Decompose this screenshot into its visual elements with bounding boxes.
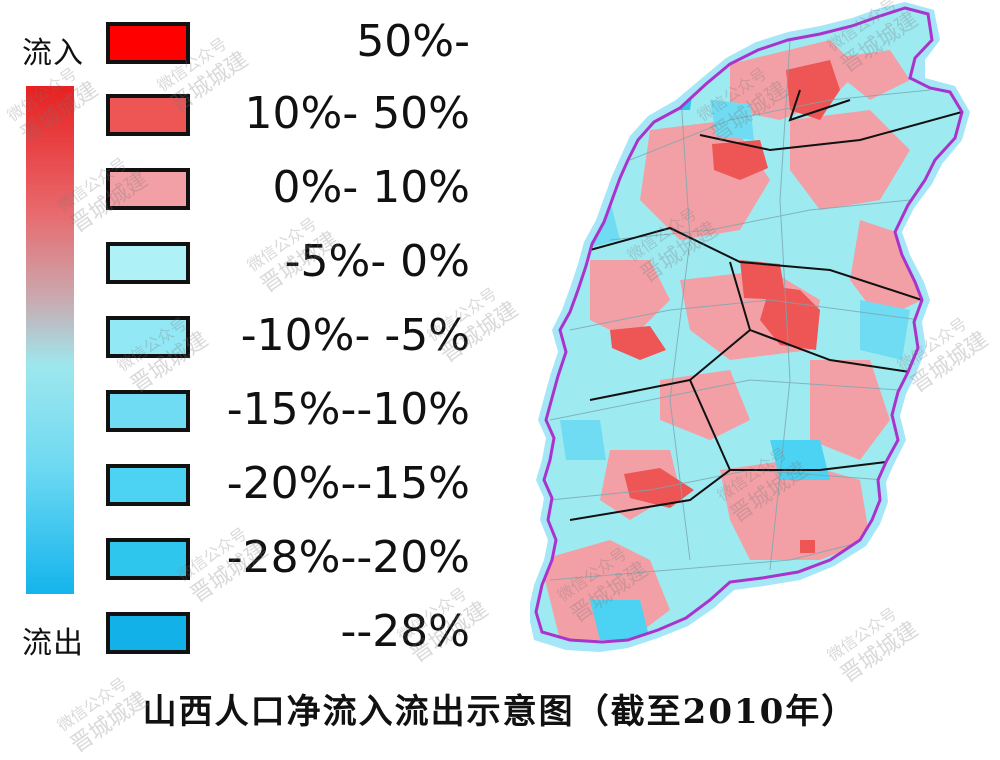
legend-outflow-label: 流出 [22, 626, 84, 661]
legend-swatch [106, 168, 190, 210]
legend-swatch [106, 22, 190, 64]
legend-inflow-label: 流入 [22, 36, 84, 71]
map-title: 山西人口净流入流出示意图（截至2010年） [142, 692, 858, 732]
legend-swatch [106, 390, 190, 432]
legend-range-label: --28% [340, 606, 470, 657]
legend-gradient-bar [26, 86, 74, 594]
legend-swatch [106, 538, 190, 580]
legend-range-label: 10%- 50% [244, 88, 470, 139]
legend-range-label: 50%- [356, 16, 470, 67]
map-svg [528, 2, 970, 652]
legend-swatch [106, 242, 190, 284]
legend-range-label: 0%- 10% [272, 162, 470, 213]
legend-swatch [106, 316, 190, 358]
legend-swatch [106, 612, 190, 654]
legend-range-label: -10%- -5% [240, 310, 470, 361]
legend-range-label: -5%- 0% [284, 236, 470, 287]
legend-swatch [106, 464, 190, 506]
shanxi-map [528, 0, 1000, 680]
legend-range-label: -28%--20% [226, 532, 470, 583]
legend-range-label: -15%--10% [226, 384, 470, 435]
legend-swatch [106, 94, 190, 136]
legend-range-label: -20%--15% [226, 458, 470, 509]
